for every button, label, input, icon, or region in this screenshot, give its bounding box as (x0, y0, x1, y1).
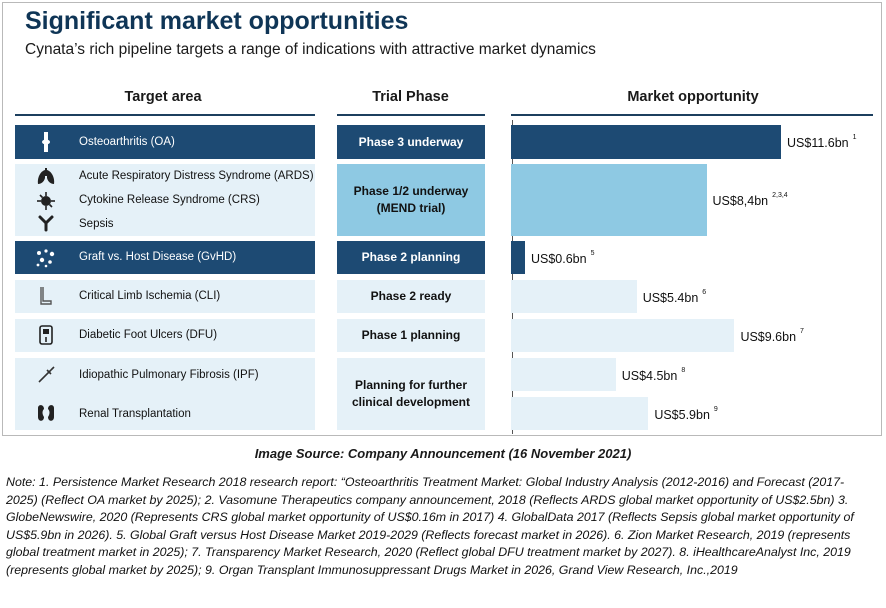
column-header-market: Market opportunity (627, 89, 759, 105)
value-text: US$5.9bn (654, 407, 710, 422)
phase-dfu: Phase 1 planning (337, 319, 485, 352)
footnote-ref: 7 (800, 327, 804, 335)
target-label-gvhd: Graft vs. Host Disease (GvHD) (79, 251, 237, 263)
bar-dfu (511, 319, 735, 352)
target-label-renal: Renal Transplantation (79, 408, 191, 420)
footnote-ref: 2,3,4 (772, 192, 788, 199)
leg-icon (35, 285, 57, 307)
phase-ipf: Planning for further clinical developmen… (337, 358, 485, 430)
bar-gvhd (511, 241, 525, 274)
value-label-ards: US$8,4bn 2,3,4 (713, 192, 788, 208)
phase-ards-line2: (MEND trial) (376, 201, 446, 215)
syringe-icon (35, 364, 57, 386)
footnote-ref: 8 (681, 366, 686, 374)
value-text: US$11.6bn (787, 136, 849, 150)
value-text: US$8,4bn (712, 194, 769, 208)
target-label-cli: Critical Limb Ischemia (CLI) (79, 290, 221, 302)
phase-oa: Phase 3 underway (337, 125, 485, 159)
footnote-ref: 6 (702, 288, 707, 296)
slide-title: Significant market opportunities (25, 7, 409, 35)
target-label-crs: Cytokine Release Syndrome (CRS) (79, 194, 260, 206)
footnote-ref: 9 (713, 405, 718, 413)
target-label-ards: Acute Respiratory Distress Syndrome (ARD… (79, 170, 314, 182)
value-label-renal: US$5.9bn 9 (654, 406, 718, 422)
value-text: US$4.5bn (621, 368, 678, 383)
phase-gvhd: Phase 2 planning (337, 241, 485, 274)
value-label-ipf: US$4.5bn 8 (622, 367, 686, 383)
bar-oa (511, 125, 781, 159)
value-label-oa: US$11.6bn 1 (787, 134, 857, 150)
value-text: US$5.4bn (642, 290, 699, 305)
bar-renal (511, 397, 649, 430)
phase-ards-line1: Phase 1/2 underway (353, 184, 469, 199)
target-label-ipf: Idiopathic Pulmonary Fibrosis (IPF) (79, 369, 259, 381)
target-row-cli: Critical Limb Ischemia (CLI) (15, 280, 315, 313)
header-rule-phase (337, 114, 485, 116)
knee-joint-icon (35, 131, 57, 153)
column-header-target: Target area (124, 89, 202, 105)
value-text: US$0.6bn (530, 251, 587, 266)
target-label-dfu: Diabetic Foot Ulcers (DFU) (79, 329, 218, 341)
value-label-dfu: US$9.6bn 7 (740, 328, 804, 344)
bar-ipf (511, 358, 616, 391)
phase-ards: Phase 1/2 underway (MEND trial) (337, 164, 485, 236)
header-rule-target (15, 114, 315, 116)
header-rule-market (511, 114, 873, 116)
target-row-ipf-group: Idiopathic Pulmonary Fibrosis (IPF) Rena… (15, 358, 315, 430)
kidneys-icon (35, 402, 57, 424)
slide-subtitle: Cynata’s rich pipeline targets a range o… (25, 41, 596, 58)
cells-icon (35, 247, 57, 269)
value-label-gvhd: US$0.6bn 5 (531, 250, 595, 266)
image-source: Image Source: Company Announcement (16 N… (254, 446, 632, 461)
target-row-ards-group: Acute Respiratory Distress Syndrome (ARD… (15, 164, 315, 236)
target-row-oa: Osteoarthritis (OA) (15, 125, 315, 159)
value-text: US$9.6bn (740, 329, 797, 344)
target-row-dfu: Diabetic Foot Ulcers (DFU) (15, 319, 315, 352)
slide-panel: Significant market opportunities Cynata’… (2, 2, 882, 436)
footnote-text: Note: 1. Persistence Market Research 201… (6, 475, 854, 577)
virus-icon (35, 190, 57, 212)
antibody-icon (35, 212, 57, 234)
target-label-oa: Osteoarthritis (OA) (79, 136, 175, 148)
footnote-ref: 1 (852, 134, 857, 141)
lungs-icon (35, 166, 57, 188)
footnote-ref: 5 (590, 249, 595, 257)
bar-ards (511, 164, 707, 236)
phase-ipf-line2: clinical development (351, 395, 471, 409)
target-row-gvhd: Graft vs. Host Disease (GvHD) (15, 241, 315, 274)
target-label-sepsis: Sepsis (79, 218, 114, 230)
column-header-phase: Trial Phase (372, 89, 449, 105)
value-label-cli: US$5.4bn 6 (643, 289, 707, 305)
chart-axis-line (512, 120, 513, 434)
phase-cli: Phase 2 ready (337, 280, 485, 313)
bar-cli (511, 280, 637, 313)
phase-ipf-line1: Planning for further (355, 378, 467, 393)
glucose-meter-icon (35, 324, 57, 346)
